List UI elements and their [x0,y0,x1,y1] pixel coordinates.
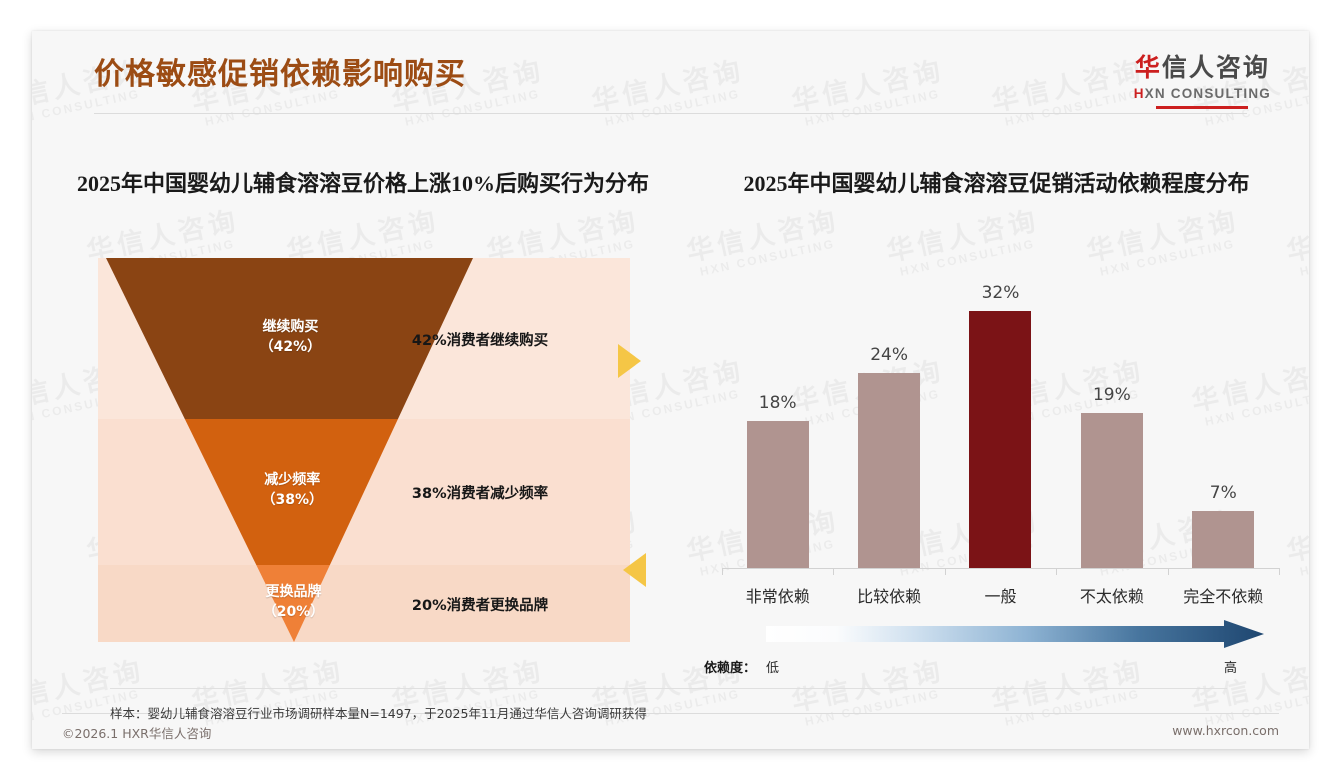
axis-tick [833,568,835,575]
bar-value-label: 19% [1092,385,1131,405]
page-title: 价格敏感促销依赖影响购买 [94,57,466,92]
bar-column[interactable]: 32% [945,283,1056,568]
funnel-note-1: 38%消费者减少频率 [411,486,549,502]
left-chart-title: 2025年中国婴幼儿辅食溶溶豆价格上涨10%后购买行为分布 [76,171,649,196]
category-label: 比较依赖 [857,587,922,606]
bar-value-label: 32% [981,283,1020,303]
bar-rect[interactable] [1080,413,1143,568]
bar-column[interactable]: 24% [833,283,944,568]
funnel-segment-switch [256,565,330,642]
arrow-right-icon [618,344,641,378]
axis-tick [944,568,946,575]
category-label: 非常依赖 [745,587,810,606]
logo-cn-rest: 信人咨询 [1161,53,1270,82]
category-label: 完全不依赖 [1183,587,1264,606]
axis-tick [1056,568,1058,575]
footnote-divider [110,688,1227,689]
header-divider [94,113,1247,114]
logo-en-accent: H [1133,86,1145,101]
legend-high-label: 高 [1224,661,1238,676]
category-label: 不太依赖 [1079,587,1144,606]
bar-column[interactable]: 18% [722,283,833,568]
funnel-label-value: （38%） [261,492,323,509]
footer-website: www.hxrcon.com [1172,723,1279,738]
axis-tick [1279,568,1280,575]
footer-copyright: ©2026.1 HXR华信人咨询 [62,726,212,741]
logo-english: HXN CONSULTING [1134,87,1271,101]
funnel-note-0: 42%消费者继续购买 [411,332,549,349]
bar-rect[interactable] [746,421,809,568]
bar-column[interactable]: 19% [1056,283,1167,568]
category-label: 一般 [984,587,1017,606]
funnel-label-value: （20%） [262,603,325,620]
bar-plot-area: 18% 24% 32% 19% 7% [722,283,1280,575]
bar-value-label: 18% [758,393,797,413]
legend-low-label: 低 [766,661,780,676]
funnel-segment-reduce [184,419,398,565]
bar-chart: 18% 24% 32% 19% 7% 非常依赖 比较依赖 一般 不太依赖 完全不依赖 [704,283,1289,613]
arrow-left-icon [623,553,646,587]
axis-tick [722,568,723,575]
funnel-segment-continue [106,258,473,419]
footnote-text: 样本：婴幼儿辅食溶溶豆行业市场调研样本量N=1497，于2025年11月通过华信… [110,706,647,721]
funnel-label-name: 继续购买 [262,318,319,335]
bar-column[interactable]: 7% [1168,283,1279,568]
funnel-band-2 [98,565,630,642]
brand-logo: 华信人咨询 HXN CONSULTING [1134,55,1271,109]
legend-title: 依赖度： [704,661,757,676]
logo-underline [1156,105,1249,109]
funnel-note-2: 20%消费者更换品牌 [411,597,549,614]
bar-rect[interactable] [1192,511,1255,568]
slide-header: 价格敏感促销依赖影响购买 华信人咨询 HXN CONSULTING [32,31,1309,121]
funnel-label-value: （42%） [259,338,322,355]
dependency-legend: 依赖度： 低 高 [704,619,1289,683]
funnel-label-2: 更换品牌 （20%） [224,582,364,623]
x-axis-category-labels: 非常依赖 比较依赖 一般 不太依赖 完全不依赖 [722,583,1279,607]
bar-value-label: 7% [1209,483,1237,503]
funnel-label-name: 更换品牌 [265,583,322,600]
axis-tick [1167,568,1169,575]
logo-en-rest: XN CONSULTING [1144,86,1271,101]
funnel-label-1: 减少频率 （38%） [222,470,362,511]
funnel-shape [106,258,473,642]
footer-divider [62,713,1279,714]
funnel-label-0: 继续购买 （42%） [220,317,360,358]
logo-chinese: 华信人咨询 [1134,55,1271,80]
right-chart-title: 2025年中国婴幼儿辅食溶溶豆促销活动依赖程度分布 [743,171,1250,196]
funnel-chart: 继续购买 （42%） 减少频率 （38%） 更换品牌 （20%） 42%消费者继续购买… [98,258,630,642]
bar-rect[interactable] [858,373,921,568]
bar-rect[interactable] [969,311,1032,568]
x-axis-line [722,568,1279,569]
bar-value-label: 24% [870,345,908,365]
funnel-label-name: 减少频率 [264,472,321,488]
logo-cn-accent: 华 [1134,53,1162,82]
legend-gradient-arrow [766,620,1264,648]
bar-series: 18% 24% 32% 19% 7% [722,283,1279,568]
